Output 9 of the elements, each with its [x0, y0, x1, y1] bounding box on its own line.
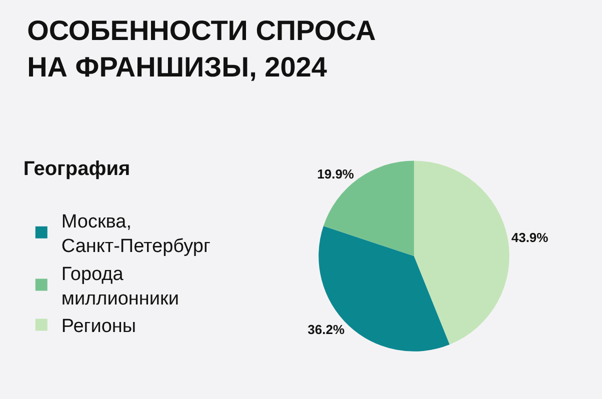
data-label: 19.9% — [317, 166, 354, 182]
chart-title: ОСОБЕННОСТИ СПРОСА НА ФРАНШИЗЫ, 2024 — [27, 14, 376, 82]
legend-title: География — [23, 158, 130, 180]
data-label: 43.9% — [511, 230, 549, 246]
data-label: 36.2% — [308, 322, 345, 338]
legend-label: Москва, Санкт-Петербург — [61, 211, 210, 258]
pie-slice — [414, 160, 510, 345]
legend-label: Города миллионники — [61, 264, 179, 310]
legend-label: Регионы — [61, 316, 136, 338]
